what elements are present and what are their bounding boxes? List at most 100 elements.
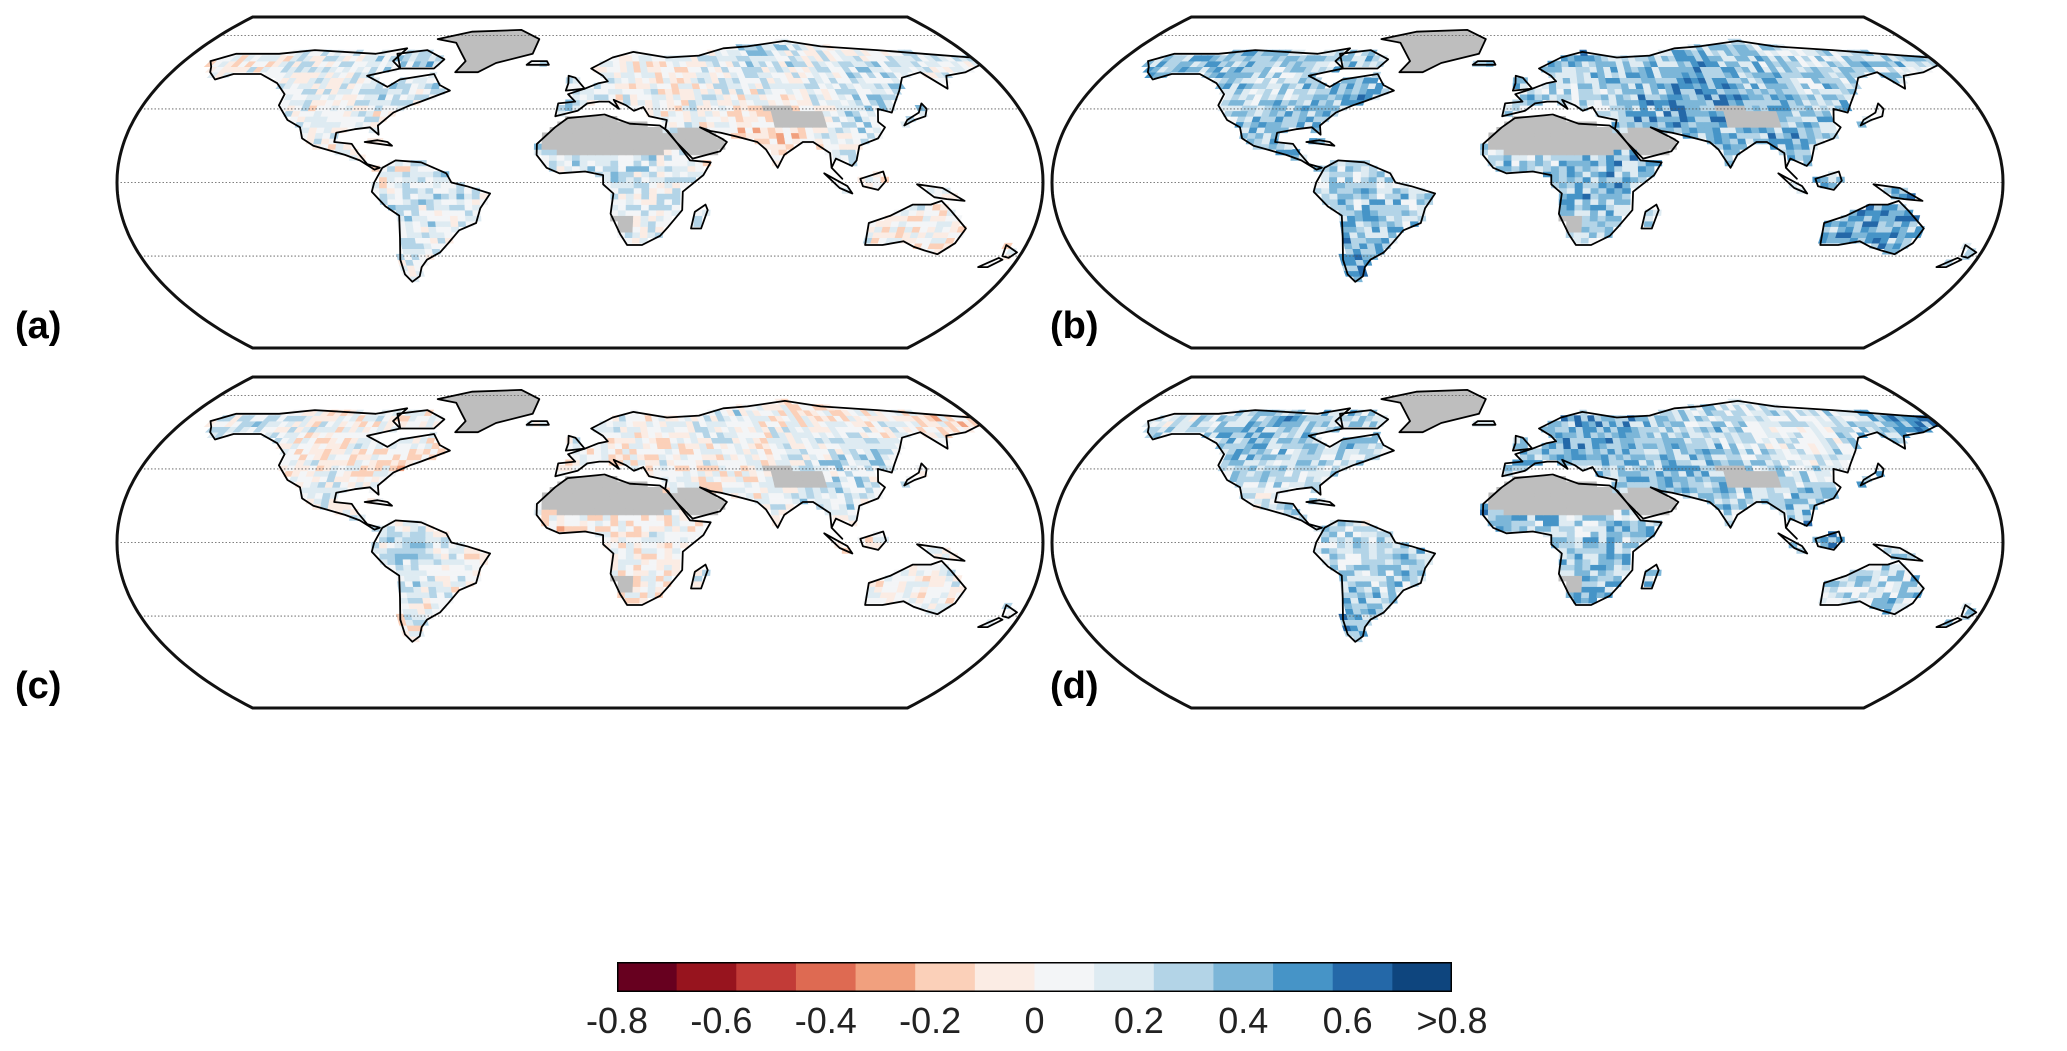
map-grid-cell [1847,215,1858,222]
map-grid-cell [417,193,427,200]
map-grid-cell [682,470,692,477]
map-grid-cell [571,165,581,172]
map-grid-cell [386,171,396,178]
map-grid-cell [649,182,658,189]
map-grid-cell [1577,82,1586,89]
map-grid-cell [663,503,673,510]
map-grid-cell [641,193,650,200]
map-grid-cell [633,536,643,543]
map-grid-cell [639,66,649,73]
map-grid-cell [664,531,673,538]
map-grid-cell [1704,127,1714,134]
map-grid-cell [417,553,427,560]
map-grid-cell [1542,160,1552,167]
map-grid-cell [618,160,627,167]
map-grid-cell [625,569,634,576]
map-grid-cell [1621,204,1631,211]
map-grid-cell [594,492,604,499]
map-grid-cell [457,215,467,222]
map-grid-cell [641,542,650,549]
map-grid-cell [641,187,650,194]
map-grid-cell [655,143,665,150]
map-grid-cell [441,564,451,571]
map-grid-cell [441,558,450,565]
map-grid-cell [606,426,615,433]
map-grid-cell [464,198,473,205]
map-grid-cell [1550,132,1559,139]
map-grid-cell [674,465,684,472]
map-grid-cell [1563,93,1573,101]
map-grid-cell [1542,121,1551,128]
map-grid-cell [1574,176,1584,183]
map-grid-cell [633,66,642,73]
map-grid-cell [1792,143,1803,150]
map-grid-cell [652,105,662,112]
map-grid-cell [1590,165,1600,172]
map-grid-cell [625,143,634,150]
map-grid-cell [1721,138,1732,145]
map-grid-cell [693,498,703,505]
map-grid-cell [671,520,681,527]
map-grid-cell [633,547,643,554]
map-grid-cell [839,509,849,516]
map-grid-cell [533,503,543,510]
map-grid-cell [632,231,641,238]
map-grid-cell [633,553,643,560]
map-grid-cell [1550,127,1559,134]
map-grid-cell [556,492,566,499]
map-grid-cell [579,121,588,128]
map-grid-cell [650,88,659,95]
map-grid-cell [606,71,615,79]
map-grid-cell [673,459,683,466]
map-grid-cell [1608,99,1618,106]
map-grid-cell [463,187,473,194]
map-grid-cell [456,547,465,554]
map-grid-cell [627,71,636,79]
map-grid-cell [1503,132,1513,139]
map-grid-cell [1646,105,1657,112]
map-grid-cell [1582,209,1591,216]
map-grid-cell [435,580,444,587]
map-grid-cell [1495,154,1505,161]
map-grid-cell [613,66,622,73]
map-grid-cell [564,149,573,156]
map-grid-cell [1599,88,1609,95]
map-grid-cell [664,520,673,527]
map-grid-cell [617,132,626,139]
map-grid-cell [636,93,646,101]
map-grid-cell [615,448,624,455]
map-grid-cell [1799,138,1810,145]
map-grid-cell [402,536,411,543]
map-grid-cell [1605,143,1615,150]
map-grid-cell [625,198,635,205]
map-grid-cell [1614,88,1624,95]
map-grid-cell [1585,88,1594,95]
map-grid-cell [625,536,635,543]
map-grid-cell [639,231,649,238]
map-grid-cell [1643,220,1653,227]
map-grid-cell [663,564,673,571]
map-grid-cell [464,564,474,571]
map-grid-cell [656,520,666,527]
map-grid-cell [1582,171,1592,178]
map-grid-cell [1511,143,1521,150]
map-grid-cell [655,580,665,587]
map-grid-cell [744,127,754,134]
map-grid-cell [1589,209,1599,216]
map-grid-cell [761,498,771,505]
map-grid-cell [1605,204,1615,211]
map-grid-cell [668,116,678,123]
map-grid-cell [1519,93,1528,101]
map-grid-cell [1371,226,1381,233]
map-grid-cell [1409,209,1419,216]
map-grid-cell [1352,193,1362,200]
map-grid-cell [838,143,848,150]
map-grid-cell [659,99,668,106]
map-grid-cell [1345,193,1354,200]
map-grid-cell [632,220,642,227]
map-grid-cell [533,143,543,150]
map-grid-cell [443,231,453,238]
map-grid-cell [556,525,565,532]
map-grid-cell [417,525,427,532]
map-grid-cell [386,547,396,554]
